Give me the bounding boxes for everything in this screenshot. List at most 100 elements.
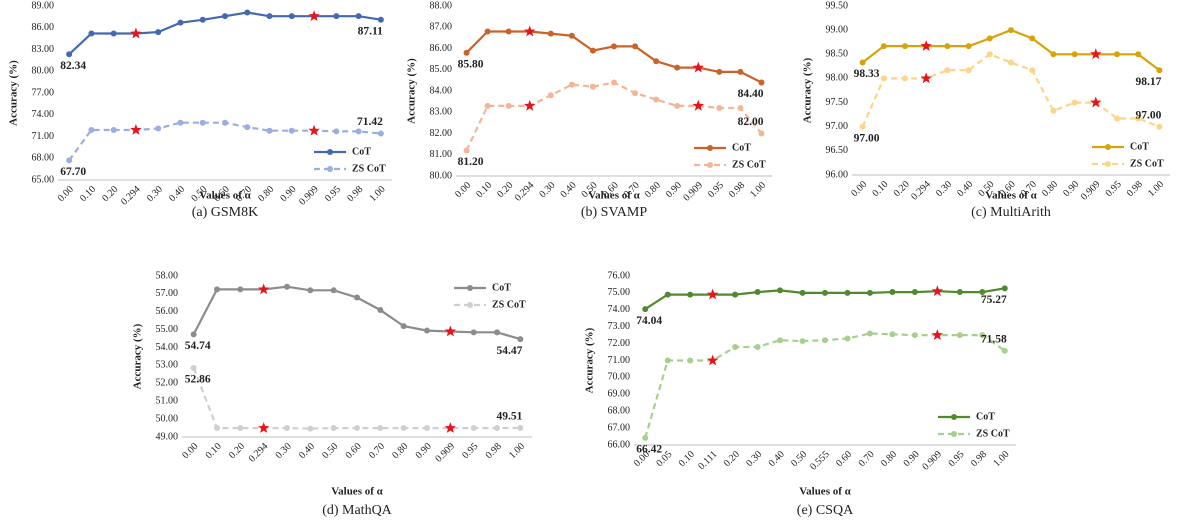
value-label: 97.00 — [1136, 109, 1162, 121]
point — [754, 289, 761, 296]
point — [653, 96, 660, 103]
highlight-star — [920, 40, 932, 51]
point — [664, 357, 671, 364]
point — [66, 51, 73, 58]
legend-marker — [951, 414, 957, 420]
point — [214, 286, 220, 293]
point — [463, 49, 470, 56]
point — [1156, 123, 1163, 130]
point — [799, 338, 806, 345]
caption: (d) MathQA — [322, 503, 392, 518]
point — [424, 425, 430, 432]
point — [732, 291, 739, 298]
value-label: 98.17 — [1136, 76, 1162, 88]
point — [956, 332, 963, 339]
x-tick-label: 0.95 — [1104, 179, 1124, 199]
point — [333, 13, 340, 20]
x-tick-label: 0.909 — [433, 441, 457, 465]
value-label: 54.47 — [496, 345, 522, 357]
highlight-star — [706, 288, 719, 300]
x-tick-label: 0.98 — [727, 180, 747, 200]
x-axis-title: Values of α — [799, 486, 851, 498]
point — [902, 75, 908, 82]
point — [190, 331, 197, 338]
x-tick-label: 0.80 — [1040, 179, 1060, 199]
point — [199, 119, 206, 126]
point — [642, 434, 649, 441]
point — [687, 291, 694, 298]
y-axis-title: Accuracy (%) — [802, 57, 814, 123]
value-label: 75.27 — [981, 294, 1007, 306]
value-label: 98.33 — [854, 68, 880, 80]
point — [1008, 59, 1014, 66]
x-tick-label: 0.50 — [789, 449, 809, 469]
point — [880, 43, 887, 50]
y-tick-label: 72.00 — [608, 338, 631, 349]
x-axis-title: Values of α — [985, 190, 1037, 202]
point — [237, 425, 244, 432]
point — [758, 130, 765, 137]
value-label: 97.00 — [854, 132, 880, 144]
point — [902, 43, 908, 50]
point — [377, 306, 384, 313]
x-tick-label: 0.98 — [969, 449, 989, 469]
point — [330, 425, 337, 432]
legend-label: ZS CoT — [976, 428, 1010, 439]
point — [844, 289, 851, 296]
point — [377, 130, 384, 137]
legend-marker — [707, 145, 713, 151]
x-tick-label: 0.80 — [879, 449, 899, 469]
legend-label: CoT — [1130, 141, 1149, 152]
y-tick-label: 68.00 — [608, 405, 631, 416]
point — [547, 30, 554, 37]
x-tick-label: 0.60 — [344, 441, 364, 461]
x-tick-label: 0.90 — [1061, 179, 1081, 199]
caption: (e) CSQA — [797, 503, 854, 518]
point — [222, 13, 228, 20]
y-tick-label: 66.00 — [608, 439, 631, 450]
y-tick-label: 67.00 — [608, 422, 631, 433]
point — [822, 337, 828, 344]
point — [354, 425, 360, 432]
point — [237, 286, 244, 293]
highlight-star — [258, 283, 270, 295]
point — [214, 425, 220, 432]
point — [424, 327, 430, 334]
point — [889, 289, 896, 296]
point — [944, 43, 951, 50]
y-tick-label: 75.00 — [608, 287, 631, 298]
x-tick-label: 0.80 — [256, 184, 276, 204]
x-tick-label: 0.95 — [706, 180, 726, 200]
legend-label: ZS CoT — [492, 299, 526, 310]
series-line — [465, 30, 762, 84]
legend-label: ZS CoT — [352, 163, 386, 174]
series-line — [861, 53, 1160, 128]
point — [979, 332, 986, 339]
x-tick-label: 0.10 — [677, 449, 697, 469]
y-tick-label: 83.00 — [430, 107, 453, 118]
point — [799, 289, 806, 296]
y-tick-label: 86.00 — [430, 43, 453, 54]
x-tick-label: 0.90 — [278, 184, 298, 204]
value-label: 87.11 — [358, 25, 383, 37]
x-axis-title: Values of α — [588, 190, 640, 202]
y-tick-label: 80.00 — [32, 66, 55, 77]
highlight-star — [1090, 48, 1102, 60]
y-tick-label: 81.00 — [430, 149, 453, 160]
point — [505, 102, 512, 109]
value-label: 82.00 — [738, 116, 764, 128]
x-tick-label: 0.40 — [767, 449, 787, 469]
x-tick-label: 0.90 — [664, 180, 684, 200]
legend-marker — [327, 149, 333, 155]
value-label: 74.04 — [636, 315, 662, 327]
point — [470, 329, 477, 336]
y-tick-label: 49.00 — [156, 431, 179, 442]
point — [88, 30, 95, 37]
y-tick-label: 88.00 — [430, 0, 453, 11]
caption: (a) GSM8K — [192, 205, 259, 220]
highlight-star — [308, 124, 320, 136]
point — [1135, 115, 1142, 122]
point — [222, 119, 228, 126]
y-tick-label: 71.00 — [608, 355, 631, 366]
y-axis-title: Accuracy (%) — [8, 60, 20, 126]
